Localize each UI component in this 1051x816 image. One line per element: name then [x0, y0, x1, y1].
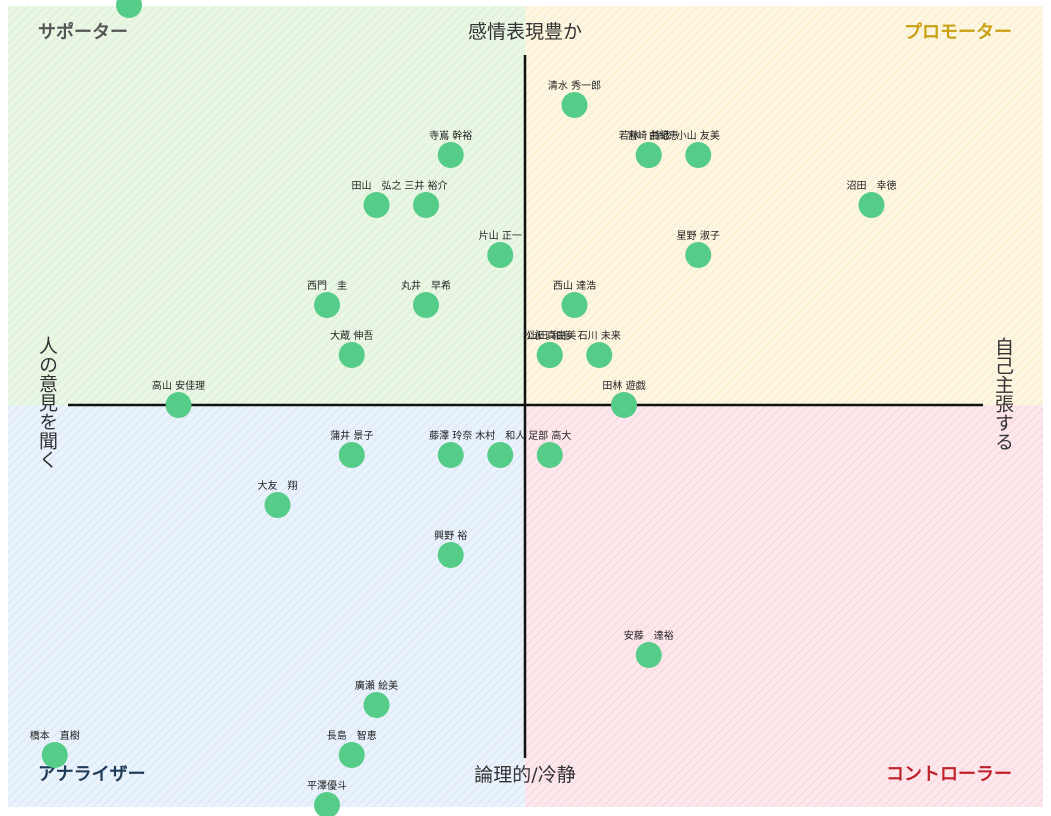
data-point	[264, 492, 291, 518]
data-point	[586, 342, 613, 368]
data-point-label: 西山 達浩	[553, 280, 596, 292]
data-point-label: 西門 圭	[307, 279, 347, 292]
data-point-label: 田林 遊戯	[602, 379, 645, 392]
data-point	[363, 192, 390, 218]
data-point-label: 足部 高大	[528, 429, 571, 442]
data-point-label: 寺嶌 幹裕	[429, 129, 472, 142]
data-point-label: 石川 未来	[578, 330, 621, 342]
data-point-label: 藤澤 玲奈	[429, 429, 472, 442]
data-point-label: 蒲井 景子	[330, 429, 373, 442]
data-point-label: 宮崎 詩織	[627, 129, 670, 142]
data-point	[363, 692, 390, 718]
data-point	[536, 342, 563, 368]
data-point-label: 大蔵 伸吾	[330, 329, 373, 342]
data-point	[338, 442, 365, 468]
data-point-label: 星野 淑子	[677, 229, 720, 242]
data-point-label: 若林 由紀恵	[619, 129, 679, 142]
quadrant-label-promoter: プロモーター	[904, 21, 1012, 43]
data-point-label: 松永 真由美	[523, 329, 576, 342]
quadrant-hatch-controller	[525, 405, 1043, 807]
data-point-label: 橋本 直樹	[30, 729, 80, 742]
data-point-label: 安藤 達裕	[624, 629, 674, 642]
data-point	[41, 742, 68, 768]
data-point-label: 平澤優斗	[307, 779, 347, 792]
data-point	[413, 192, 439, 218]
axis-label-bottom: 論理的/冷静	[474, 764, 575, 786]
quadrant-label-controller: コントローラー	[886, 764, 1012, 785]
data-point-label: 長島 智恵	[327, 729, 377, 742]
data-point	[635, 642, 662, 668]
data-point-label: 三井 裕介	[404, 179, 447, 192]
data-point	[487, 242, 514, 268]
data-point	[314, 792, 340, 816]
data-point-label: 小山 友美	[677, 129, 720, 142]
data-point-label: 丸井 早希	[401, 279, 451, 292]
data-point	[437, 542, 464, 568]
data-point-label: 片山 正一	[479, 229, 522, 242]
data-point	[116, 0, 142, 18]
data-point	[685, 142, 712, 168]
axis-label-left: 人の意見を聞く	[36, 336, 58, 469]
data-point	[858, 192, 885, 218]
data-point	[611, 392, 637, 418]
quadrant-label-analyzer: アナライザー	[38, 764, 146, 785]
quadrant-hatch-promoter	[525, 6, 1043, 405]
data-point	[437, 142, 464, 168]
data-point	[314, 292, 340, 318]
data-point	[536, 442, 563, 468]
data-point	[165, 392, 192, 418]
data-point	[487, 442, 514, 468]
data-point-label: 高山 安佳理	[152, 379, 205, 392]
data-point-label: 田山 弘之	[352, 179, 402, 192]
axis-label-right: 自己主張する	[992, 337, 1014, 451]
data-point-label: 山田 和彦	[528, 329, 571, 342]
data-point-label: 沼田 幸徳	[847, 179, 897, 192]
data-point-label: 興野 裕	[434, 529, 467, 542]
axis-label-top: 感情表現豊か	[468, 21, 582, 43]
data-point-label: 廣瀬 絵美	[355, 679, 398, 692]
data-point	[561, 292, 588, 318]
data-point-label: 清水 秀一郎	[548, 79, 601, 92]
quadrant-hatch-analyzer	[8, 405, 525, 807]
data-point	[635, 142, 662, 168]
data-point	[685, 242, 712, 268]
data-point-label: 大友 翔	[258, 479, 298, 492]
quadrant-label-supporter: サポーター	[38, 21, 128, 43]
data-point	[338, 342, 365, 368]
data-point	[561, 92, 588, 118]
data-point	[437, 442, 464, 468]
quadrant-hatch-supporter	[8, 6, 525, 405]
data-point	[413, 292, 439, 318]
data-point	[338, 742, 365, 768]
data-point-label: 木村 和人	[475, 429, 525, 442]
